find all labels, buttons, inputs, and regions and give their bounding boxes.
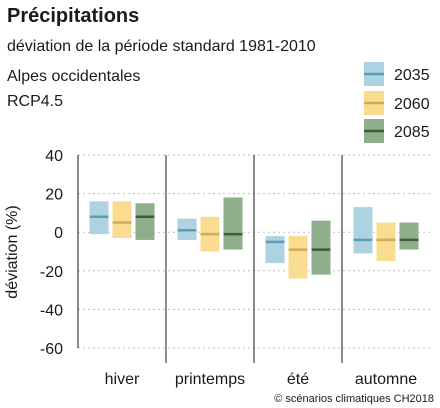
x-tick-label: été — [287, 371, 309, 388]
axes: 40 20 0 -20 -40 -60 hiver printemps été automne — [40, 148, 417, 388]
scenario-label: RCP4.5 — [7, 93, 63, 110]
y-tick-label: 0 — [54, 225, 63, 242]
y-axis-label: déviation (%) — [4, 205, 21, 298]
range-bar — [399, 222, 419, 250]
range-bar — [353, 207, 373, 254]
copyright-note: © scénarios climatiques CH2018 — [274, 393, 434, 405]
chart-title: Précipitations — [7, 5, 139, 27]
x-tick-label: printemps — [175, 371, 245, 388]
y-tick-label: -60 — [40, 341, 63, 358]
legend: 2035 2060 2085 — [364, 62, 430, 143]
region-label: Alpes occidentales — [7, 68, 140, 85]
range-bar — [288, 236, 308, 279]
x-tick-label: hiver — [105, 371, 140, 388]
y-tick-label: 20 — [45, 187, 63, 204]
x-tick-label: automne — [355, 371, 417, 388]
range-bar — [223, 197, 243, 250]
y-tick-label: 40 — [45, 148, 63, 165]
chart-subtitle: déviation de la période standard 1981-20… — [7, 38, 316, 55]
range-bar — [311, 220, 331, 275]
range-bar — [135, 203, 155, 240]
legend-label: 2035 — [394, 67, 430, 84]
legend-label: 2060 — [394, 96, 430, 113]
bars — [89, 197, 419, 279]
y-tick-label: -20 — [40, 264, 63, 281]
range-bar — [265, 236, 285, 264]
range-bar — [112, 201, 132, 238]
legend-label: 2085 — [394, 124, 430, 141]
y-tick-label: -40 — [40, 302, 63, 319]
range-bar — [376, 222, 396, 262]
